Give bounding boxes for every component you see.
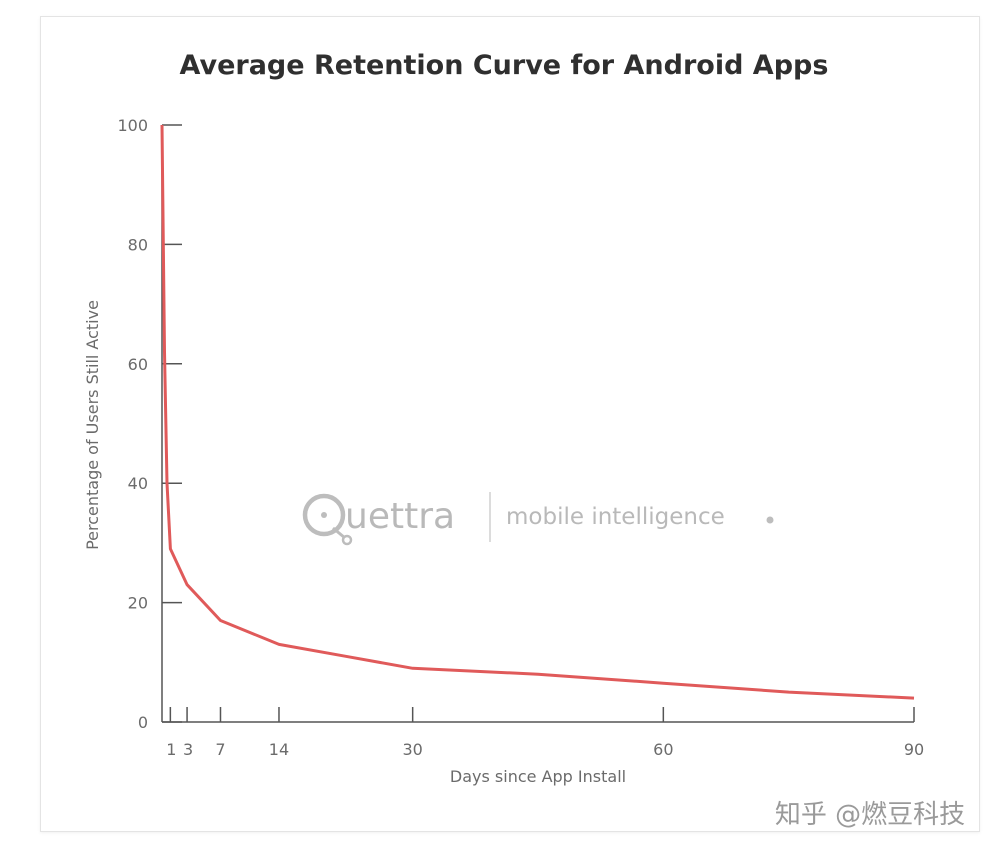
chart-card bbox=[40, 16, 980, 832]
source-credit: 知乎 @燃豆科技 bbox=[775, 800, 965, 830]
y-tick-label: 40 bbox=[128, 474, 148, 493]
y-tick-label: 60 bbox=[128, 355, 148, 374]
x-tick-label: 30 bbox=[402, 740, 422, 759]
x-tick-label: 14 bbox=[269, 740, 289, 759]
y-tick-label: 100 bbox=[117, 116, 148, 135]
x-tick-label: 1 bbox=[166, 740, 176, 759]
y-axis-ticks: 0 20 40 60 80 100 bbox=[117, 116, 182, 732]
x-tick-label: 60 bbox=[653, 740, 673, 759]
quettra-q-icon bbox=[302, 493, 353, 546]
retention-line bbox=[160, 124, 915, 700]
quettra-watermark: uettra mobile intelligence bbox=[302, 492, 774, 546]
chart-title: Average Retention Curve for Android Apps bbox=[180, 50, 829, 81]
y-tick-label: 80 bbox=[128, 235, 148, 254]
x-tick-label: 3 bbox=[183, 740, 193, 759]
y-tick-label: 0 bbox=[138, 713, 148, 732]
x-axis-ticks: 1 3 7 14 30 60 90 bbox=[166, 707, 924, 759]
axes bbox=[161, 125, 914, 723]
x-tick-label: 7 bbox=[215, 740, 225, 759]
watermark-brand: uettra bbox=[345, 496, 455, 537]
watermark-dot bbox=[766, 516, 774, 524]
x-tick-label: 90 bbox=[904, 740, 924, 759]
x-axis-label: Days since App Install bbox=[450, 767, 626, 786]
y-axis-label: Percentage of Users Still Active bbox=[83, 300, 102, 550]
watermark-tagline: mobile intelligence bbox=[506, 504, 725, 530]
y-tick-label: 20 bbox=[128, 594, 148, 613]
